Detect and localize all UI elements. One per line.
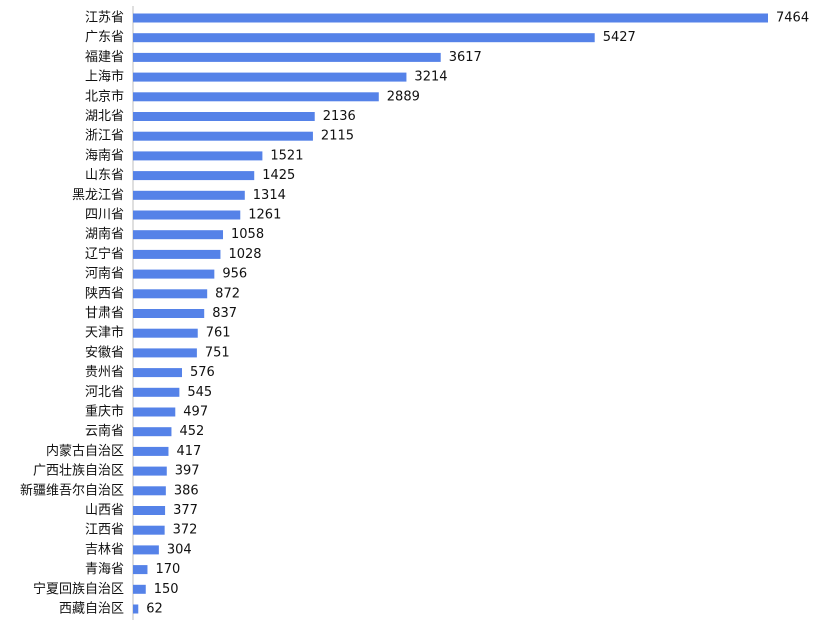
bar xyxy=(133,249,221,259)
category-label: 重庆市 xyxy=(85,404,124,420)
value-label: 372 xyxy=(173,523,198,538)
bar xyxy=(133,328,198,338)
bar xyxy=(133,13,768,23)
bar xyxy=(133,230,224,240)
bar xyxy=(133,545,159,555)
category-label: 山西省 xyxy=(85,503,124,518)
bar xyxy=(133,171,255,181)
value-label: 397 xyxy=(175,464,200,479)
value-label: 377 xyxy=(173,503,198,518)
bar xyxy=(133,112,315,121)
bar xyxy=(133,446,169,456)
bar xyxy=(133,584,146,594)
category-label: 浙江省 xyxy=(85,129,124,144)
value-label: 872 xyxy=(215,286,240,301)
category-label: 贵州省 xyxy=(85,365,124,380)
bar xyxy=(133,72,407,82)
category-label: 上海市 xyxy=(85,69,124,85)
category-label: 江西省 xyxy=(85,523,124,538)
value-label: 304 xyxy=(167,542,192,557)
category-label: 江苏省 xyxy=(85,10,124,26)
category-label: 青海省 xyxy=(85,562,124,577)
category-label: 四川省 xyxy=(85,208,124,223)
value-label: 1521 xyxy=(270,148,303,163)
bar xyxy=(133,92,379,102)
bar xyxy=(133,210,241,220)
category-label: 内蒙古自治区 xyxy=(46,443,124,459)
value-label: 7464 xyxy=(776,11,809,26)
bar xyxy=(133,604,139,614)
category-label: 黑龙江省 xyxy=(72,188,124,203)
bar xyxy=(133,565,148,575)
category-label: 北京市 xyxy=(85,88,124,104)
category-label: 河南省 xyxy=(85,266,124,282)
category-label: 海南省 xyxy=(85,147,124,163)
category-label: 安徽省 xyxy=(85,345,124,360)
category-label: 陕西省 xyxy=(85,286,124,301)
category-label: 广东省 xyxy=(85,30,124,45)
bar xyxy=(133,387,180,397)
category-label: 云南省 xyxy=(85,423,124,439)
value-label: 62 xyxy=(146,602,163,617)
category-label: 福建省 xyxy=(85,50,124,65)
bar xyxy=(133,190,245,200)
value-label: 2136 xyxy=(323,109,356,124)
bar xyxy=(133,368,183,378)
value-label: 5427 xyxy=(603,30,636,45)
category-label: 辽宁省 xyxy=(85,246,124,262)
bar xyxy=(133,506,166,515)
value-label: 170 xyxy=(155,562,180,577)
value-label: 3617 xyxy=(449,50,482,65)
category-label: 河北省 xyxy=(85,385,124,400)
category-label: 广西壮族自治区 xyxy=(33,463,124,479)
value-label: 417 xyxy=(176,444,201,459)
bar xyxy=(133,33,595,43)
value-label: 761 xyxy=(206,326,231,341)
value-label: 3214 xyxy=(414,70,447,85)
value-label: 1425 xyxy=(262,168,295,183)
value-label: 1028 xyxy=(228,247,261,262)
value-label: 150 xyxy=(154,582,179,597)
bar xyxy=(133,269,215,279)
value-label: 2889 xyxy=(387,89,420,104)
bar xyxy=(133,309,205,318)
category-label: 西藏自治区 xyxy=(59,602,124,617)
bar xyxy=(133,52,441,62)
bar xyxy=(133,427,172,437)
category-label: 天津市 xyxy=(85,325,124,341)
value-label: 386 xyxy=(174,483,199,498)
bar xyxy=(133,348,197,358)
bar xyxy=(133,407,176,417)
value-label: 751 xyxy=(205,345,230,360)
value-label: 1314 xyxy=(253,188,286,203)
category-label: 宁夏回族自治区 xyxy=(33,581,124,597)
value-label: 576 xyxy=(190,365,215,380)
bar xyxy=(133,466,167,476)
value-label: 545 xyxy=(187,385,212,400)
category-label: 湖北省 xyxy=(85,109,124,124)
value-label: 1058 xyxy=(231,227,264,242)
category-label: 甘肃省 xyxy=(85,306,124,321)
value-label: 497 xyxy=(183,405,208,420)
category-label: 山东省 xyxy=(85,168,124,183)
value-label: 2115 xyxy=(321,129,354,144)
value-label: 837 xyxy=(212,306,237,321)
category-label: 吉林省 xyxy=(85,542,124,557)
bar xyxy=(133,131,313,141)
bar xyxy=(133,525,165,535)
category-label: 新疆维吾尔自治区 xyxy=(20,482,124,498)
value-label: 1261 xyxy=(248,208,281,223)
value-label: 452 xyxy=(179,424,204,439)
bar xyxy=(133,289,208,299)
category-label: 湖南省 xyxy=(85,226,124,242)
bar xyxy=(133,486,166,496)
bar xyxy=(133,151,263,161)
value-label: 956 xyxy=(222,267,247,282)
